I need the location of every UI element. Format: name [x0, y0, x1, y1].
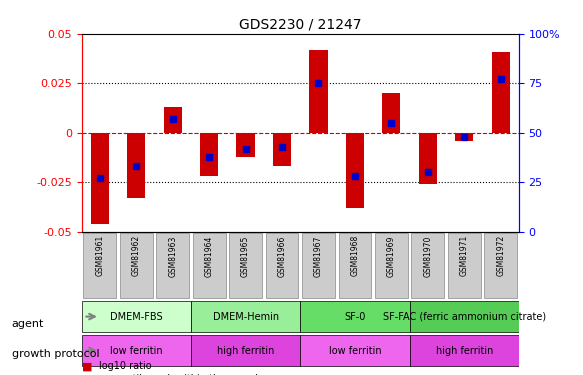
FancyBboxPatch shape — [193, 233, 226, 298]
Text: high ferritin: high ferritin — [217, 345, 274, 355]
FancyBboxPatch shape — [82, 302, 191, 332]
FancyBboxPatch shape — [120, 233, 153, 298]
Text: low ferritin: low ferritin — [110, 345, 163, 355]
Text: GSM81969: GSM81969 — [387, 235, 396, 276]
Text: GSM81965: GSM81965 — [241, 235, 250, 276]
Text: ■: ■ — [82, 374, 92, 375]
Text: percentile rank within the sample: percentile rank within the sample — [99, 374, 264, 375]
Text: GSM81966: GSM81966 — [278, 235, 286, 276]
Bar — [346, 133, 364, 208]
FancyBboxPatch shape — [339, 233, 371, 298]
FancyBboxPatch shape — [229, 233, 262, 298]
Bar — [382, 93, 401, 133]
Bar — [491, 52, 510, 133]
Bar — [127, 133, 145, 198]
FancyBboxPatch shape — [409, 335, 519, 366]
Text: SF-FAC (ferric ammonium citrate): SF-FAC (ferric ammonium citrate) — [382, 312, 546, 322]
FancyBboxPatch shape — [266, 233, 298, 298]
Bar — [164, 107, 182, 133]
Text: agent: agent — [12, 320, 44, 329]
Bar — [455, 133, 473, 141]
Bar — [310, 50, 328, 133]
Text: GSM81962: GSM81962 — [132, 235, 141, 276]
Text: high ferritin: high ferritin — [436, 345, 493, 355]
FancyBboxPatch shape — [448, 233, 480, 298]
Text: DMEM-Hemin: DMEM-Hemin — [213, 312, 279, 322]
Bar — [91, 133, 109, 224]
FancyBboxPatch shape — [191, 302, 300, 332]
Bar — [200, 133, 218, 176]
FancyBboxPatch shape — [83, 233, 116, 298]
Bar — [273, 133, 291, 166]
Text: DMEM-FBS: DMEM-FBS — [110, 312, 163, 322]
FancyBboxPatch shape — [409, 302, 519, 332]
FancyBboxPatch shape — [191, 335, 300, 366]
Text: GSM81964: GSM81964 — [205, 235, 213, 276]
Text: GSM81971: GSM81971 — [460, 235, 469, 276]
Text: low ferritin: low ferritin — [329, 345, 381, 355]
FancyBboxPatch shape — [412, 233, 444, 298]
Text: log10 ratio: log10 ratio — [99, 361, 152, 371]
Bar — [237, 133, 255, 156]
FancyBboxPatch shape — [375, 233, 408, 298]
FancyBboxPatch shape — [484, 233, 517, 298]
Title: GDS2230 / 21247: GDS2230 / 21247 — [239, 17, 361, 31]
Text: GSM81963: GSM81963 — [168, 235, 177, 276]
FancyBboxPatch shape — [302, 233, 335, 298]
FancyBboxPatch shape — [156, 233, 189, 298]
Text: SF-0: SF-0 — [344, 312, 366, 322]
Text: GSM81961: GSM81961 — [96, 235, 104, 276]
Text: ■: ■ — [82, 361, 92, 371]
FancyBboxPatch shape — [300, 302, 409, 332]
Text: GSM81970: GSM81970 — [423, 235, 432, 276]
Text: growth protocol: growth protocol — [12, 350, 99, 359]
Bar — [419, 133, 437, 184]
FancyBboxPatch shape — [300, 335, 409, 366]
FancyBboxPatch shape — [82, 335, 191, 366]
Text: GSM81967: GSM81967 — [314, 235, 323, 276]
Text: GSM81968: GSM81968 — [350, 235, 359, 276]
Text: GSM81972: GSM81972 — [496, 235, 505, 276]
